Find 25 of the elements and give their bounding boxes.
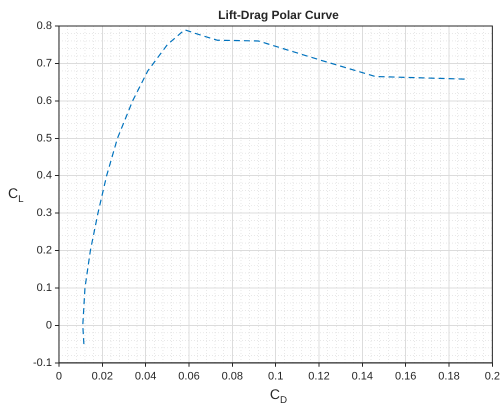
y-tick-label: 0.1 <box>36 282 52 294</box>
x-tick-label: 0.12 <box>308 370 330 382</box>
y-tick-label: 0.3 <box>36 207 52 220</box>
line-series <box>82 29 467 345</box>
y-tick-label: -0.1 <box>32 356 52 369</box>
x-tick-label: 0.2 <box>484 370 500 382</box>
x-tick-label: 0.04 <box>134 370 156 382</box>
y-tick-label: 0.7 <box>36 57 52 70</box>
x-tick-label: 0.18 <box>438 370 460 382</box>
x-axis-title: C$_{D}$ <box>268 386 288 406</box>
x-tick-label: 0.02 <box>92 370 114 382</box>
chart-title: Lift-Drag Polar Curve <box>217 8 340 22</box>
y-tick-label: 0.6 <box>36 94 52 107</box>
y-tick-label: 0.4 <box>36 170 52 182</box>
x-tick-label: 0.1 <box>268 370 284 382</box>
x-tick-label: 0.16 <box>394 370 416 382</box>
x-tick-label: 0 <box>56 370 62 382</box>
y-tick-label: 0.2 <box>36 244 52 257</box>
y-axis-title: C$_{L}$ <box>8 185 24 205</box>
y-tick-label: 0 <box>46 319 52 332</box>
y-tick-label: 0.5 <box>36 132 52 144</box>
y-tick-label: 0.8 <box>36 20 52 32</box>
x-tick-label: 0.06 <box>178 370 200 382</box>
x-tick-label: 0.08 <box>222 370 244 382</box>
x-tick-label: 0.14 <box>352 370 374 382</box>
